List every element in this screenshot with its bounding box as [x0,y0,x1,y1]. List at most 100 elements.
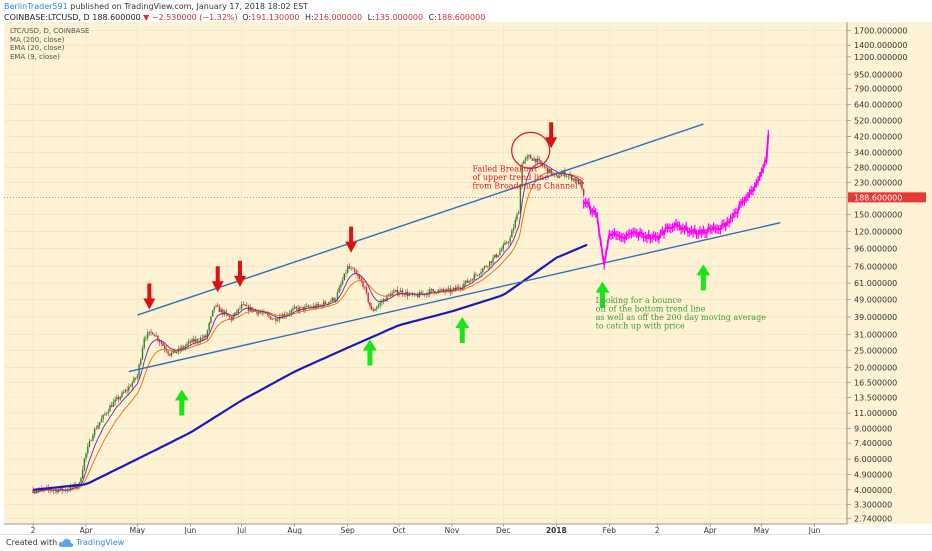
candle-body [500,249,503,252]
candle-body [487,266,489,268]
candle-body [432,289,434,292]
down-arrow-icon[interactable] [345,226,358,253]
candle [540,160,542,165]
candle [379,299,381,309]
candle-body [275,318,277,321]
close-label: C: [428,13,437,22]
candle [129,384,132,388]
legend-ema20[interactable]: EMA (20, close) [10,44,65,53]
candle-body [100,418,103,423]
candle [466,278,469,283]
down-arrow-icon[interactable] [143,283,156,310]
candle-body [512,227,515,231]
price-tick-label: 2.740000 [854,515,892,524]
candle [487,265,489,270]
candle-body [352,268,354,269]
candle-body [314,305,316,308]
candle [111,401,113,408]
candle [492,255,494,265]
candle [169,353,171,357]
candle-body [459,287,462,289]
candle-body [576,179,578,182]
candle [131,380,133,390]
plot-background [4,22,847,524]
price-tick-label: 31.000000 [854,330,897,339]
down-arrow-icon[interactable] [545,122,558,149]
candle [146,329,149,341]
candle-body [338,287,340,293]
candle-body [205,335,207,338]
candle-body [488,261,491,267]
candle-body [93,428,96,436]
candle [249,303,251,312]
candle-body [499,251,501,256]
time-axis[interactable]: 2 Apr May Jun Jul Aug Sep Oct Nov Dec 2018 Feb 2 Apr M… [4,523,847,534]
change-down-icon: ▼ [143,13,150,22]
candle [181,344,183,353]
candle [512,224,515,234]
candle-body [574,178,576,182]
candle [430,288,433,293]
candle-body [307,305,310,308]
down-arrow-icon[interactable] [211,266,224,293]
price-tick-label: 150.000000 [854,211,902,220]
candle-body [370,306,373,310]
candle-body [124,390,127,393]
candle [114,396,116,406]
candle [372,307,375,313]
candle-body [473,274,475,281]
down-arrow-icon[interactable] [233,260,246,287]
candle-body [252,309,255,312]
candle-body [396,289,398,295]
candle-body [187,341,190,344]
candle [232,313,234,322]
legend-ma200[interactable]: MA (200, close) [10,35,65,44]
candle-body [273,318,275,319]
candle [104,411,106,416]
tradingview-brand[interactable]: TradingView [76,538,125,547]
breakout-circle[interactable] [511,131,551,170]
candle [468,280,470,284]
candle [531,158,534,161]
candle [506,240,508,245]
up-arrow-icon[interactable] [362,339,377,366]
candle [153,334,156,337]
candle-body [271,318,274,320]
candle-body [526,156,528,159]
legend-symbol[interactable]: LTC/USD, D, COINBASE [10,27,90,35]
up-arrow-icon[interactable] [696,264,711,291]
candle [148,331,151,336]
candle-body [521,163,523,186]
candle [338,284,340,293]
price-tick-label: 790.000000 [854,85,902,94]
lower-trendline[interactable] [128,222,781,373]
high-label: H: [304,13,314,22]
candle-body [295,307,298,309]
author-link[interactable]: BerlinTrader591 [4,2,68,11]
candle [134,377,137,381]
up-arrow-icon[interactable] [174,389,189,416]
candle-body [266,313,269,315]
projection-path[interactable] [583,134,770,266]
legend-ema9[interactable]: EMA (9, close) [10,52,60,61]
price-axis[interactable]: 1700.000000 1400.000000 1200.000000 950.000… [846,22,926,524]
up-arrow-icon[interactable] [595,281,610,308]
candle [105,412,108,417]
candle [95,425,98,430]
upper-trendline[interactable] [137,123,704,316]
candle-body [126,390,128,391]
candle-body [333,297,335,301]
price-tick-label: 1400.000000 [854,41,907,50]
candle [162,341,164,346]
candle-body [543,165,546,167]
candle-body [357,273,359,277]
candle-body [90,440,92,442]
candle-body [153,334,156,337]
annotation-text-line: of upper trend line [473,173,550,182]
candle-body [417,295,419,298]
up-arrow-icon[interactable] [455,316,470,343]
last-price: 188.600000 [92,13,141,22]
